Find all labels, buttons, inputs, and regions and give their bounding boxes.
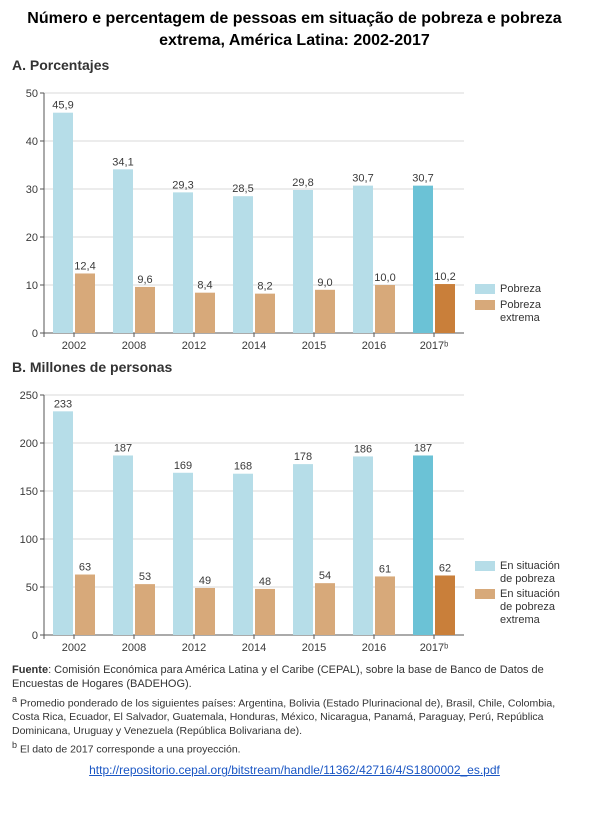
svg-text:168: 168: [234, 461, 252, 473]
svg-text:2016: 2016: [362, 340, 386, 352]
svg-text:62: 62: [439, 563, 451, 575]
svg-text:250: 250: [20, 390, 38, 402]
svg-text:49: 49: [199, 575, 211, 587]
legend-item: Pobreza extrema: [475, 299, 575, 324]
svg-text:30,7: 30,7: [352, 173, 373, 185]
svg-text:2015: 2015: [302, 340, 326, 352]
svg-text:10,0: 10,0: [374, 272, 395, 284]
svg-text:12,4: 12,4: [74, 261, 95, 273]
svg-text:54: 54: [319, 570, 331, 582]
legend-swatch: [475, 589, 495, 599]
svg-text:186: 186: [354, 444, 372, 456]
legend-item: En situación de pobreza extrema: [475, 588, 575, 626]
svg-text:45,9: 45,9: [52, 100, 73, 112]
svg-text:2008: 2008: [122, 642, 146, 654]
legend-label: En situación de pobreza: [500, 560, 575, 585]
svg-text:187: 187: [114, 443, 132, 455]
legend-item: Pobreza: [475, 283, 575, 296]
legend-swatch: [475, 561, 495, 571]
svg-text:0: 0: [32, 328, 38, 340]
svg-text:2014: 2014: [242, 340, 266, 352]
svg-text:2002: 2002: [62, 642, 86, 654]
svg-text:29,8: 29,8: [292, 177, 313, 189]
panel-b-wrap: 0 50 100 150 200 250 233 63 2002 187 53 2008 169 49 20…: [10, 377, 579, 657]
legend-item: En situación de pobreza: [475, 560, 575, 585]
svg-text:2012: 2012: [182, 642, 206, 654]
footnote-b: b El dato de 2017 corresponde a una proy…: [12, 740, 577, 757]
svg-text:48: 48: [259, 576, 271, 588]
svg-text:200: 200: [20, 438, 38, 450]
legend-label: Pobreza: [500, 283, 541, 296]
svg-text:10,2: 10,2: [434, 271, 455, 283]
svg-text:178: 178: [294, 451, 312, 463]
legend-swatch: [475, 300, 495, 310]
svg-text:63: 63: [79, 562, 91, 574]
svg-text:30: 30: [26, 184, 38, 196]
panel-a-title: A. Porcentajes: [12, 57, 579, 73]
svg-text:50: 50: [26, 88, 38, 100]
svg-text:2012: 2012: [182, 340, 206, 352]
footnote-a: a Promedio ponderado de los siguientes p…: [12, 694, 577, 738]
svg-text:0: 0: [32, 630, 38, 642]
legend-swatch: [475, 284, 495, 294]
source-label: Fuente: [12, 664, 48, 676]
svg-text:187: 187: [414, 443, 432, 455]
svg-text:8,4: 8,4: [197, 280, 212, 292]
main-title: Número e percentagem de pessoas em situa…: [10, 8, 579, 51]
legend-b: En situación de pobreza En situación de p…: [475, 560, 575, 629]
svg-text:2017ᵇ: 2017ᵇ: [420, 642, 449, 654]
svg-text:2017ᵇ: 2017ᵇ: [420, 340, 449, 352]
svg-text:53: 53: [139, 571, 151, 583]
panel-b-title: B. Millones de personas: [12, 359, 579, 375]
svg-text:2008: 2008: [122, 340, 146, 352]
svg-text:9,0: 9,0: [317, 277, 332, 289]
svg-text:34,1: 34,1: [112, 157, 133, 169]
panel-a-wrap: 0 10 20 30 40 50 45,9 12,4 2002 34,1 9,6 2008 29,3 8,…: [10, 75, 579, 355]
svg-text:8,2: 8,2: [257, 281, 272, 293]
svg-text:10: 10: [26, 280, 38, 292]
svg-text:2016: 2016: [362, 642, 386, 654]
svg-text:9,6: 9,6: [137, 274, 152, 286]
svg-text:2015: 2015: [302, 642, 326, 654]
source-block: Fuente: Comisión Económica para América …: [10, 663, 579, 757]
svg-text:61: 61: [379, 564, 391, 576]
svg-text:20: 20: [26, 232, 38, 244]
svg-text:50: 50: [26, 582, 38, 594]
svg-text:29,3: 29,3: [172, 180, 193, 192]
svg-text:150: 150: [20, 486, 38, 498]
legend-a: Pobreza Pobreza extrema: [475, 283, 575, 327]
svg-text:233: 233: [54, 399, 72, 411]
legend-label: En situación de pobreza extrema: [500, 588, 575, 626]
source-text: : Comisión Económica para América Latina…: [12, 664, 544, 690]
svg-text:28,5: 28,5: [232, 183, 253, 195]
svg-text:169: 169: [174, 460, 192, 472]
svg-text:40: 40: [26, 136, 38, 148]
svg-text:100: 100: [20, 534, 38, 546]
legend-label: Pobreza extrema: [500, 299, 575, 324]
source-url[interactable]: http://repositorio.cepal.org/bitstream/h…: [10, 763, 579, 777]
svg-text:2002: 2002: [62, 340, 86, 352]
svg-text:2014: 2014: [242, 642, 266, 654]
svg-text:30,7: 30,7: [412, 173, 433, 185]
